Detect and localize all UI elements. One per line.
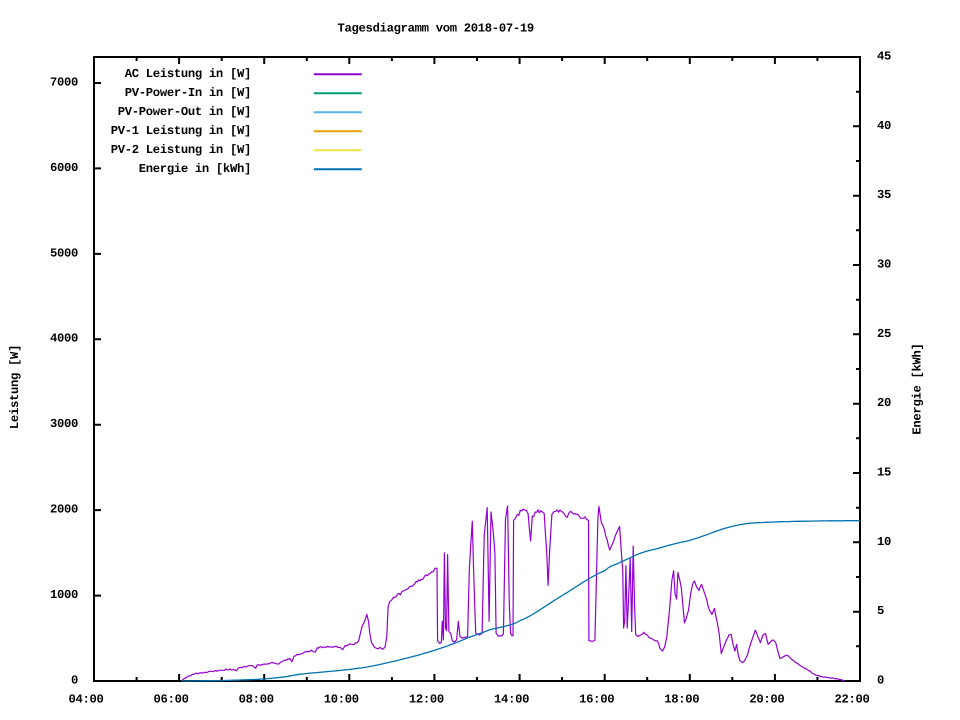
- svg-text:15: 15: [877, 465, 891, 479]
- svg-text:40: 40: [877, 119, 891, 133]
- svg-text:4000: 4000: [50, 332, 78, 346]
- svg-text:PV-2 Leistung in [W]: PV-2 Leistung in [W]: [111, 143, 251, 157]
- svg-text:30: 30: [877, 257, 891, 271]
- svg-text:Energie [kWh]: Energie [kWh]: [911, 343, 925, 434]
- svg-text:08:00: 08:00: [239, 693, 274, 707]
- svg-text:PV-Power-In in [W]: PV-Power-In in [W]: [125, 86, 251, 100]
- svg-text:5000: 5000: [50, 246, 78, 260]
- svg-text:PV-1 Leistung in [W]: PV-1 Leistung in [W]: [111, 124, 251, 138]
- svg-text:3000: 3000: [50, 417, 78, 431]
- svg-text:6000: 6000: [50, 161, 78, 175]
- svg-text:18:00: 18:00: [664, 693, 699, 707]
- svg-text:7000: 7000: [50, 76, 78, 90]
- svg-text:16:00: 16:00: [579, 693, 614, 707]
- svg-text:12:00: 12:00: [409, 693, 444, 707]
- svg-text:45: 45: [877, 50, 891, 64]
- svg-text:10:00: 10:00: [324, 693, 359, 707]
- svg-text:35: 35: [877, 188, 891, 202]
- svg-text:Energie in [kWh]: Energie in [kWh]: [139, 162, 251, 176]
- svg-text:20:00: 20:00: [749, 693, 784, 707]
- svg-text:5: 5: [877, 604, 884, 618]
- svg-text:14:00: 14:00: [494, 693, 529, 707]
- svg-text:Tagesdiagramm vom 2018-07-19: Tagesdiagramm vom 2018-07-19: [338, 22, 534, 36]
- svg-text:PV-Power-Out in [W]: PV-Power-Out in [W]: [118, 105, 251, 119]
- svg-text:22:00: 22:00: [834, 693, 869, 707]
- svg-text:0: 0: [71, 674, 78, 688]
- svg-text:25: 25: [877, 327, 891, 341]
- svg-text:1000: 1000: [50, 588, 78, 602]
- svg-text:10: 10: [877, 535, 891, 549]
- svg-text:04:00: 04:00: [68, 693, 103, 707]
- svg-text:2000: 2000: [50, 503, 78, 517]
- svg-text:06:00: 06:00: [154, 693, 189, 707]
- svg-text:Leistung [W]: Leistung [W]: [8, 345, 22, 429]
- svg-text:0: 0: [877, 674, 884, 688]
- svg-text:20: 20: [877, 396, 891, 410]
- svg-text:AC Leistung in [W]: AC Leistung in [W]: [125, 67, 251, 81]
